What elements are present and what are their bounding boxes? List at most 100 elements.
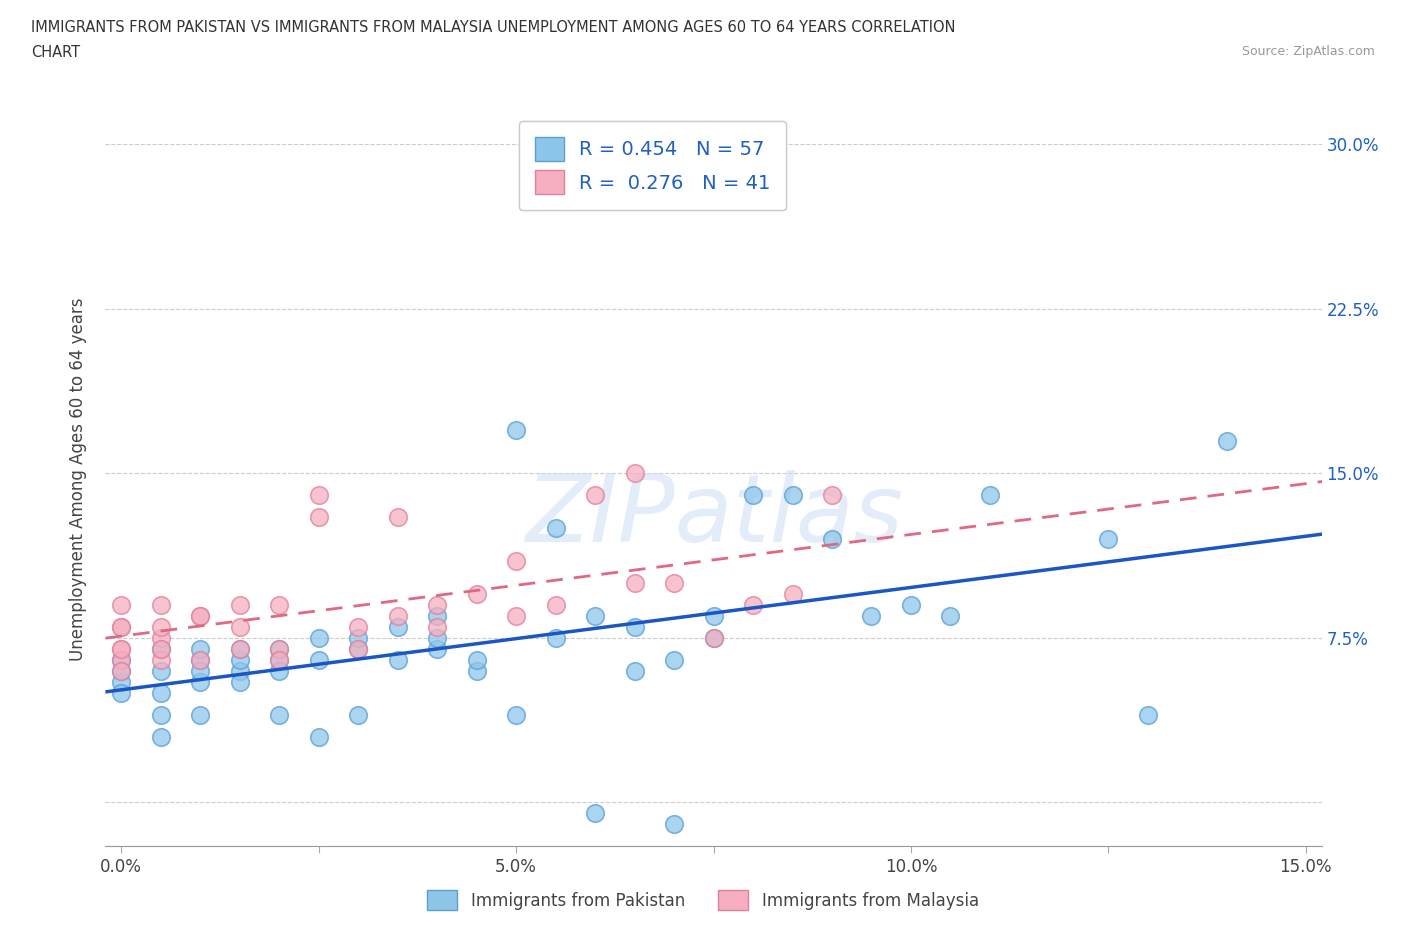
- Point: [110, 619, 132, 634]
- Point: [583, 608, 606, 623]
- Point: [228, 642, 250, 657]
- Point: [228, 674, 250, 689]
- Point: [505, 553, 527, 568]
- Point: [110, 642, 132, 657]
- Text: IMMIGRANTS FROM PAKISTAN VS IMMIGRANTS FROM MALAYSIA UNEMPLOYMENT AMONG AGES 60 : IMMIGRANTS FROM PAKISTAN VS IMMIGRANTS F…: [31, 20, 956, 35]
- Point: [583, 488, 606, 503]
- Point: [465, 653, 488, 668]
- Point: [269, 653, 291, 668]
- Point: [149, 642, 172, 657]
- Point: [228, 653, 250, 668]
- Point: [149, 663, 172, 678]
- Point: [149, 685, 172, 700]
- Point: [228, 619, 250, 634]
- Point: [110, 653, 132, 668]
- Point: [821, 488, 844, 503]
- Point: [544, 521, 567, 536]
- Point: [1097, 532, 1119, 547]
- Point: [662, 576, 685, 591]
- Point: [544, 631, 567, 645]
- Point: [188, 608, 211, 623]
- Text: ZIPatlas: ZIPatlas: [524, 471, 903, 561]
- Point: [465, 587, 488, 602]
- Point: [623, 576, 645, 591]
- Point: [188, 653, 211, 668]
- Point: [347, 642, 370, 657]
- Point: [702, 631, 725, 645]
- Point: [347, 708, 370, 723]
- Point: [347, 642, 370, 657]
- Point: [308, 488, 330, 503]
- Point: [544, 598, 567, 613]
- Text: CHART: CHART: [31, 45, 80, 60]
- Point: [149, 642, 172, 657]
- Point: [702, 608, 725, 623]
- Point: [149, 619, 172, 634]
- Point: [188, 663, 211, 678]
- Point: [426, 619, 449, 634]
- Point: [505, 708, 527, 723]
- Text: Source: ZipAtlas.com: Source: ZipAtlas.com: [1241, 45, 1375, 58]
- Point: [426, 598, 449, 613]
- Point: [347, 631, 370, 645]
- Y-axis label: Unemployment Among Ages 60 to 64 years: Unemployment Among Ages 60 to 64 years: [69, 298, 87, 660]
- Point: [1216, 433, 1239, 448]
- Point: [269, 708, 291, 723]
- Point: [110, 642, 132, 657]
- Point: [583, 806, 606, 821]
- Legend: R = 0.454   N = 57, R =  0.276   N = 41: R = 0.454 N = 57, R = 0.276 N = 41: [519, 121, 786, 209]
- Point: [387, 510, 409, 525]
- Point: [505, 422, 527, 437]
- Point: [387, 619, 409, 634]
- Point: [426, 631, 449, 645]
- Point: [149, 708, 172, 723]
- Point: [110, 663, 132, 678]
- Point: [110, 598, 132, 613]
- Point: [662, 817, 685, 831]
- Point: [900, 598, 922, 613]
- Point: [782, 488, 804, 503]
- Point: [623, 663, 645, 678]
- Point: [110, 685, 132, 700]
- Point: [426, 642, 449, 657]
- Legend: Immigrants from Pakistan, Immigrants from Malaysia: Immigrants from Pakistan, Immigrants fro…: [420, 884, 986, 917]
- Point: [821, 532, 844, 547]
- Point: [387, 653, 409, 668]
- Point: [188, 708, 211, 723]
- Point: [308, 729, 330, 744]
- Point: [188, 674, 211, 689]
- Point: [347, 619, 370, 634]
- Point: [188, 642, 211, 657]
- Point: [149, 598, 172, 613]
- Point: [269, 642, 291, 657]
- Point: [782, 587, 804, 602]
- Point: [308, 631, 330, 645]
- Point: [188, 653, 211, 668]
- Point: [505, 608, 527, 623]
- Point: [623, 619, 645, 634]
- Point: [742, 488, 765, 503]
- Point: [939, 608, 962, 623]
- Point: [387, 608, 409, 623]
- Point: [228, 642, 250, 657]
- Point: [269, 642, 291, 657]
- Point: [228, 598, 250, 613]
- Point: [465, 663, 488, 678]
- Point: [269, 663, 291, 678]
- Point: [426, 608, 449, 623]
- Point: [860, 608, 883, 623]
- Point: [228, 663, 250, 678]
- Point: [979, 488, 1001, 503]
- Point: [110, 619, 132, 634]
- Point: [623, 466, 645, 481]
- Point: [308, 510, 330, 525]
- Point: [662, 653, 685, 668]
- Point: [308, 653, 330, 668]
- Point: [149, 653, 172, 668]
- Point: [110, 663, 132, 678]
- Point: [269, 653, 291, 668]
- Point: [702, 631, 725, 645]
- Point: [188, 608, 211, 623]
- Point: [269, 598, 291, 613]
- Point: [1136, 708, 1159, 723]
